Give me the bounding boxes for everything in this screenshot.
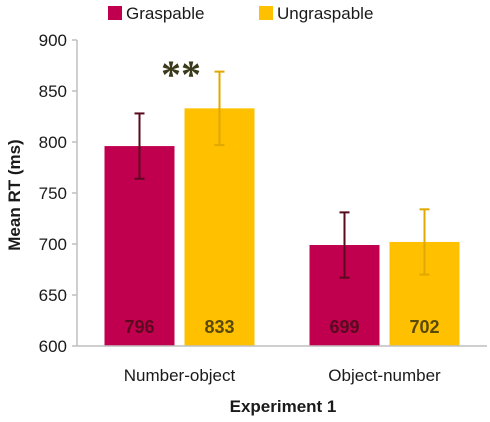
- x-category-label: Object-number: [328, 366, 441, 385]
- bar-value-label: 796: [124, 317, 154, 337]
- bar-value-label: 699: [329, 317, 359, 337]
- bar-value-label: 833: [204, 317, 234, 337]
- x-category-label: Number-object: [124, 366, 236, 385]
- y-axis-title: Mean RT (ms): [5, 139, 24, 250]
- y-tick-label: 600: [39, 337, 67, 356]
- bars: 796 833 699 702: [104, 70, 460, 346]
- y-tick-label: 700: [39, 235, 67, 254]
- bar-value-label: 702: [409, 317, 439, 337]
- legend-label-ungraspable: Ungraspable: [277, 4, 373, 23]
- legend-swatch-graspable: [108, 6, 122, 20]
- x-axis-title: Experiment 1: [230, 397, 337, 416]
- y-tick-label: 750: [39, 184, 67, 203]
- bar-ungraspable-number-object: [184, 108, 255, 346]
- y-axis: 600 650 700 750 800 850 900: [39, 31, 78, 356]
- y-tick-label: 800: [39, 133, 67, 152]
- legend-label-graspable: Graspable: [126, 4, 204, 23]
- y-tick-label: 850: [39, 82, 67, 101]
- significance-marker: **: [161, 52, 201, 97]
- y-tick-label: 650: [39, 286, 67, 305]
- y-tick-label: 900: [39, 31, 67, 50]
- x-axis: Number-object Object-number: [77, 345, 487, 385]
- legend-swatch-ungraspable: [259, 6, 273, 20]
- legend: Graspable Ungraspable: [108, 4, 373, 23]
